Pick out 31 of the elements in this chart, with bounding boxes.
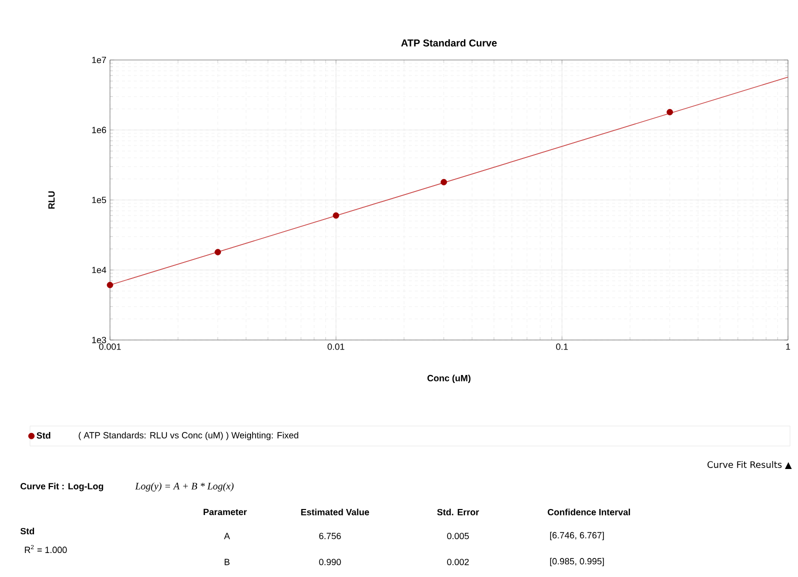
x-tick-label: 0.1 bbox=[556, 344, 568, 350]
text: R$^{2}$ = 1.000 bbox=[24, 544, 67, 554]
chart-title: ATP Standard Curve bbox=[401, 39, 497, 47]
x-tick-label: 0.001 bbox=[99, 344, 121, 350]
text: [6.746, 6.767] bbox=[550, 532, 604, 540]
y-tick-label: 1e7 bbox=[92, 56, 106, 64]
text: Confidence Interval bbox=[548, 508, 630, 516]
x-axis-title: Conc (uM) bbox=[427, 374, 470, 384]
text: 0.005 bbox=[447, 532, 469, 540]
text: Curve Fit : Log-Log bbox=[20, 482, 104, 492]
text: ( ATP Standards: RLU vs Conc (uM) ) Weighting: Fixed bbox=[78, 432, 298, 440]
y-tick-label: 1e6 bbox=[92, 126, 106, 134]
y-axis-title: RLU bbox=[48, 191, 55, 209]
text: 6.756 bbox=[319, 532, 341, 540]
text: B bbox=[224, 558, 230, 566]
text: Std bbox=[20, 528, 34, 534]
y-tick-label: 1e4 bbox=[92, 266, 106, 274]
x-tick-label: 0.01 bbox=[328, 344, 344, 350]
text: Curve Fit Results ▲ bbox=[708, 461, 792, 469]
text: A bbox=[224, 532, 230, 540]
text: Estimated Value bbox=[301, 508, 370, 516]
text: Parameter bbox=[204, 508, 247, 516]
text: Log(y) = A + B * Log(x) bbox=[135, 482, 234, 492]
y-tick-label: 1e3 bbox=[92, 336, 106, 344]
text: Std. Error bbox=[437, 508, 479, 516]
x-tick-label: 1 bbox=[786, 344, 790, 350]
y-tick-label: 1e5 bbox=[92, 196, 106, 204]
legend-label: Std bbox=[36, 432, 50, 439]
text: 0.990 bbox=[319, 558, 341, 566]
text: [0.985, 0.995] bbox=[550, 558, 604, 566]
text: 0.002 bbox=[447, 558, 469, 566]
